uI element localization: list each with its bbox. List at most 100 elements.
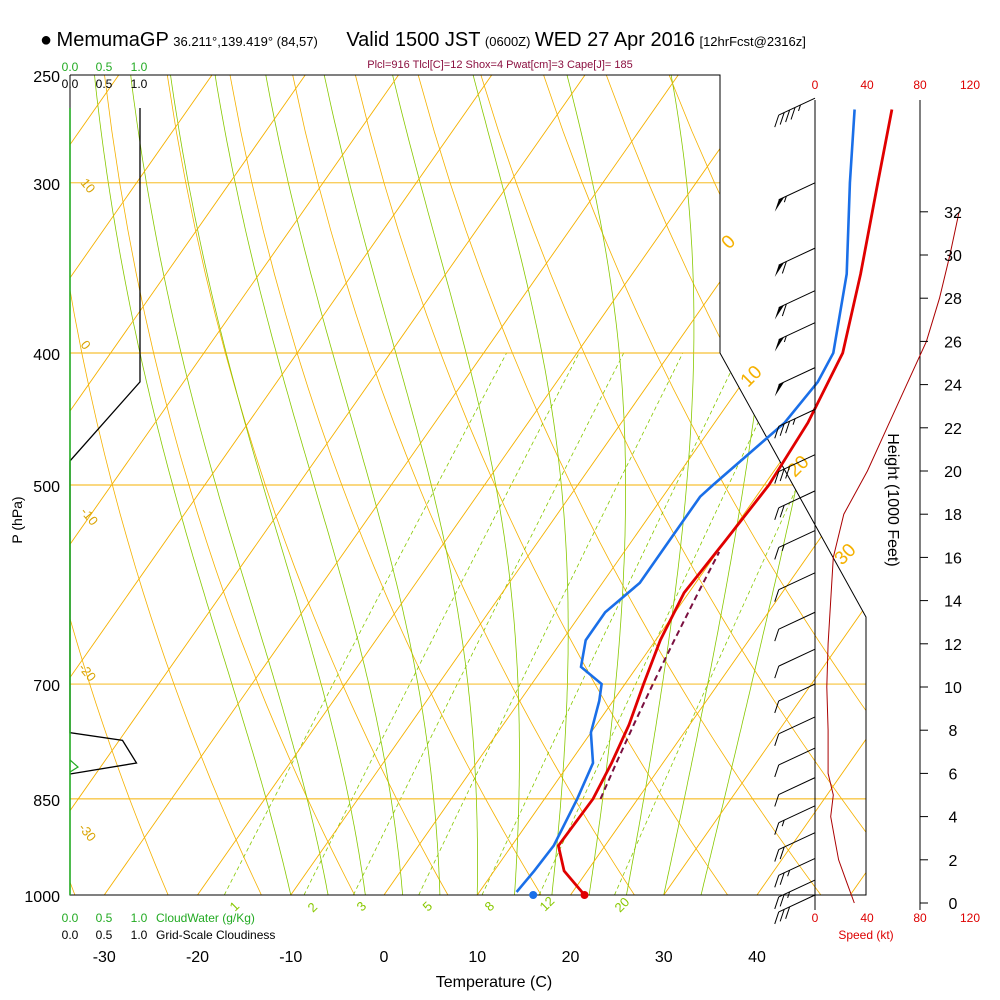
- isotherm-line: [756, 75, 866, 895]
- cloud-water-axis-label: CloudWater (g/Kg): [156, 911, 255, 925]
- wind-barb-staff: [778, 648, 816, 667]
- speed-tick-label: 0: [812, 911, 819, 925]
- pressure-tick-label: 300: [33, 177, 60, 194]
- mixing-ratio-line: [418, 352, 684, 895]
- parcel-profile-line: [599, 551, 721, 800]
- cloudiness-tick-label: 0.5: [96, 928, 113, 942]
- cloudiness-tick-label: 1.0: [131, 77, 148, 91]
- wind-barb-staff: [778, 747, 816, 766]
- wind-barb-staff: [778, 777, 816, 795]
- wind-barb-staff: [778, 290, 816, 309]
- dry-adiabat-line: [417, 75, 822, 895]
- height-axis-label: Height (1000 Feet): [884, 433, 901, 566]
- wind-barb-staff: [778, 490, 816, 509]
- dry-adiabat-label: 0: [78, 337, 94, 352]
- cloudiness-tick-label: 1.0: [131, 928, 148, 942]
- wind-barb-flag: [785, 466, 791, 479]
- wind-barb-staff: [778, 367, 816, 385]
- wind-barb-flag: [774, 589, 780, 602]
- dry-adiabat-line: [166, 75, 449, 895]
- wind-barb-pennant: [774, 337, 785, 352]
- mixing-ratio-line: [303, 352, 580, 895]
- wind-barb-flag: [774, 896, 780, 910]
- wind-barb-pennant: [774, 381, 785, 397]
- wind-barb-flag: [790, 107, 796, 120]
- height-tick-label: 32: [944, 205, 962, 222]
- wind-barb-flag: [779, 505, 785, 518]
- station-location: 36.211°,139.419° (84,57): [173, 34, 318, 49]
- wind-barb-flag: [774, 849, 780, 862]
- wind-barb-flag: [774, 507, 780, 520]
- moist-adiabat-label: 10: [737, 362, 767, 392]
- dry-adiabat-line: [292, 75, 635, 895]
- speed-tick-label: 40: [860, 78, 874, 92]
- pressure-tick-label: 500: [33, 479, 60, 496]
- wind-barb: [774, 367, 816, 397]
- dry-adiabat-label: 10: [78, 175, 99, 196]
- wind-barb-flag: [779, 894, 785, 907]
- height-tick-label: 8: [949, 723, 958, 740]
- cloud-water-tick-label: 1.0: [131, 60, 148, 74]
- mixing-ratio-line: [481, 352, 741, 895]
- pressure-tick-label: 1000: [24, 889, 60, 906]
- wind-barb-flag: [779, 112, 785, 125]
- wind-barb-staff: [778, 716, 816, 735]
- wind-barb-flag: [774, 794, 780, 807]
- wind-barb-staff: [778, 857, 816, 876]
- parcel-info: Plcl=916 Tlcl[C]=12 Shox=4 Pwat[cm]=3 Ca…: [367, 59, 633, 71]
- isotherm-line: [849, 75, 866, 895]
- cloud-water-tick-label: 0.0: [62, 911, 79, 925]
- wind-barb-half-flag: [783, 335, 787, 343]
- wind-barb-flag: [779, 909, 785, 922]
- wind-barb-flag: [781, 303, 787, 317]
- moist-adiabat-line: [566, 75, 626, 895]
- dewpoint-profile-line: [515, 109, 856, 893]
- wind-barb-flag: [774, 764, 780, 778]
- height-tick-label: 6: [949, 766, 958, 783]
- moist-adiabat-line: [130, 75, 329, 895]
- wind-barb-flag: [785, 109, 791, 123]
- wind-barb: [774, 322, 816, 352]
- wind-barb-flag: [785, 906, 791, 919]
- speed-tick-label: 80: [913, 911, 927, 925]
- valid-date: WED 27 Apr 2016: [534, 29, 695, 51]
- speed-tick-label: 120: [960, 78, 980, 92]
- wind-barb-staff: [778, 408, 816, 427]
- wind-barb: [774, 857, 816, 888]
- temperature-tick-label: 30: [655, 949, 673, 966]
- wind-barb: [774, 777, 816, 807]
- temperature-surface-marker: [580, 891, 589, 899]
- temperature-tick-label: -10: [279, 949, 302, 966]
- wind-barb: [774, 805, 816, 835]
- wind-barb: [774, 530, 816, 560]
- wind-barb-staff: [778, 247, 816, 266]
- pressure-tick-label: 250: [33, 69, 60, 86]
- temperature-tick-label: -30: [93, 949, 116, 966]
- dry-adiabat-line: [920, 75, 1000, 895]
- wind-barb-half-flag: [781, 819, 785, 827]
- wind-barb-half-flag: [783, 196, 787, 203]
- chart-title: ● MemumaGP 36.211°,139.419° (84,57) Vali…: [40, 29, 806, 52]
- wind-barb-staff: [778, 611, 816, 630]
- wind-barb-flag: [774, 822, 780, 835]
- dry-adiabat-line: [543, 75, 866, 895]
- wind-barb-flag: [774, 733, 780, 746]
- wind-barb: [774, 182, 816, 212]
- pressure-tick-label: 700: [33, 678, 60, 695]
- height-tick-label: 10: [944, 680, 962, 697]
- wind-barb-half-flag: [781, 544, 785, 552]
- moist-adiabat-line: [94, 75, 292, 895]
- bullet-marker: ●: [40, 29, 53, 51]
- wind-barb-flag: [779, 846, 785, 860]
- valid-time: Valid 1500 JST: [346, 29, 481, 51]
- height-tick-label: 24: [944, 378, 962, 395]
- wind-barb: [774, 894, 816, 925]
- wind-barb-flag: [774, 426, 780, 439]
- wind-barb: [774, 408, 816, 439]
- height-tick-label: 18: [944, 507, 962, 524]
- temperature-tick-label: 20: [562, 949, 580, 966]
- moist-adiabat-label: 30: [831, 540, 861, 570]
- speed-tick-label: 80: [913, 78, 927, 92]
- wind-barb-half-flag: [787, 870, 791, 877]
